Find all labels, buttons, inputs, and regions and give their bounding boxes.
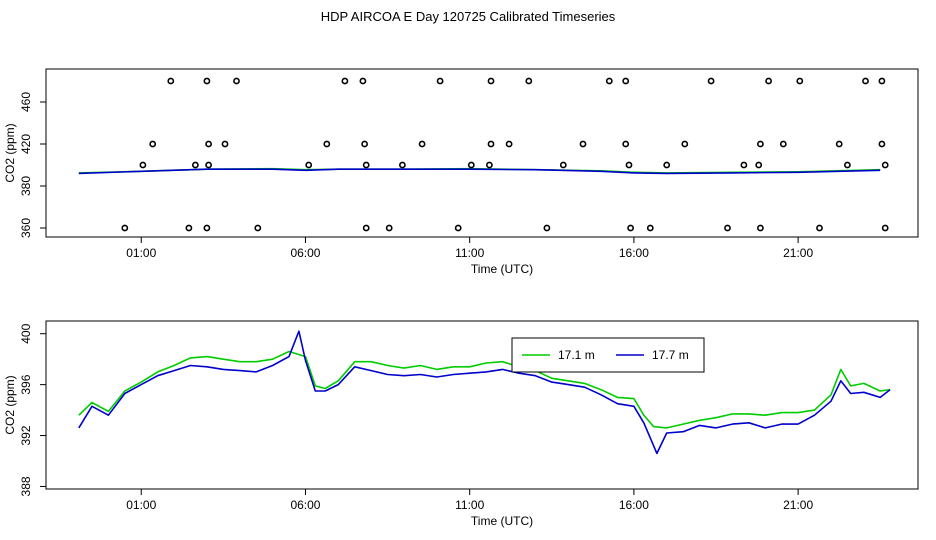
calibration-point	[755, 161, 763, 169]
x-tick-label: 01:00	[126, 246, 156, 260]
calibration-point	[757, 224, 764, 232]
calibration-point	[525, 77, 533, 85]
calibration-point	[707, 77, 715, 85]
calibration-point	[625, 161, 633, 169]
calibration-point	[205, 161, 212, 169]
chart-title: HDP AIRCOA E Day 120725 Calibrated Times…	[320, 9, 616, 24]
series-line-blue	[78, 168, 881, 175]
calibration-point	[323, 140, 331, 148]
calibration-point	[779, 140, 787, 148]
calibration-point	[878, 77, 886, 85]
calibration-point	[881, 224, 889, 232]
calibration-point	[505, 140, 513, 148]
calibration-point	[816, 224, 823, 232]
calibration-point	[605, 77, 613, 85]
y-tick-label: 420	[19, 134, 33, 154]
calibration-point	[233, 77, 240, 85]
calibration-point	[579, 140, 587, 148]
calibration-point	[362, 224, 370, 232]
calibration-point	[622, 77, 630, 85]
calibration-point	[362, 161, 370, 169]
calibration-point	[467, 161, 475, 169]
calibration-point	[543, 224, 551, 232]
x-tick-label: 01:00	[126, 498, 156, 512]
calibration-point	[878, 140, 886, 148]
calibration-point	[221, 140, 229, 148]
calibration-point	[385, 224, 393, 232]
calibration-point	[203, 224, 211, 232]
x-tick-label: 16:00	[619, 246, 649, 260]
calibration-point	[862, 77, 869, 85]
calibration-point	[121, 224, 129, 232]
y-tick-label: 392	[19, 425, 33, 445]
calibration-point	[139, 161, 147, 169]
calibration-point	[203, 77, 211, 85]
calibration-point	[359, 77, 367, 85]
x-tick-label: 21:00	[783, 498, 813, 512]
y-tick-label: 388	[19, 476, 33, 496]
y-axis-label: CO2 (ppm)	[3, 123, 17, 182]
calibration-point	[205, 140, 212, 148]
calibration-point	[681, 140, 689, 148]
calibration-point	[487, 140, 495, 148]
legend-label: 17.1 m	[558, 348, 595, 362]
calibration-point	[418, 140, 426, 148]
calibration-point	[485, 161, 493, 169]
calibration-point	[149, 140, 157, 148]
calibration-point	[724, 224, 731, 232]
x-tick-label: 06:00	[290, 246, 320, 260]
calibration-point	[361, 140, 368, 148]
calibration-point	[191, 161, 199, 169]
legend-label: 17.7 m	[652, 348, 689, 362]
x-axis-label: Time (UTC)	[471, 262, 533, 276]
calibration-point	[254, 224, 262, 232]
calibration-point	[757, 140, 764, 148]
calibration-point	[305, 161, 313, 169]
calibration-point	[844, 161, 851, 169]
bottom-plot-frame	[45, 320, 919, 490]
y-tick-label: 460	[19, 92, 33, 112]
calibration-point	[627, 224, 634, 232]
series-line-blue	[78, 330, 891, 455]
series-line-green	[78, 350, 891, 429]
y-axis-label: CO2 (ppm)	[3, 375, 17, 434]
top-plot-frame	[45, 68, 919, 238]
calibration-point	[185, 224, 193, 232]
calibration-point	[765, 77, 772, 85]
x-axis-label: Time (UTC)	[471, 514, 533, 528]
calibration-point	[740, 161, 748, 169]
x-tick-label: 21:00	[783, 246, 813, 260]
x-tick-label: 06:00	[290, 498, 320, 512]
legend-box	[511, 337, 705, 373]
x-tick-label: 11:00	[455, 246, 484, 260]
calibration-point	[663, 161, 671, 169]
calibration-point	[167, 77, 175, 85]
x-tick-label: 11:00	[455, 498, 484, 512]
calibration-point	[341, 77, 349, 85]
y-tick-label: 396	[19, 374, 33, 394]
y-tick-label: 380	[19, 176, 33, 196]
calibration-point	[559, 161, 567, 169]
calibration-point	[436, 77, 444, 85]
top-plot: 01:00 06:00 11:00 16:00 21:00 Time (UTC) 360 38…	[3, 77, 889, 276]
bottom-plot: 01:00 06:00 11:00 16:00 21:00 Time (UTC) 388 39…	[3, 323, 891, 528]
calibration-point	[622, 140, 630, 148]
calibration-point	[796, 77, 804, 85]
x-tick-label: 16:00	[619, 498, 649, 512]
calibration-point	[454, 224, 462, 232]
calibration-point	[646, 224, 654, 232]
y-tick-label: 360	[19, 218, 33, 238]
calibration-point	[881, 161, 889, 169]
calibration-point	[835, 140, 843, 148]
calibration-point	[398, 161, 406, 169]
y-tick-label: 400	[19, 323, 33, 343]
calibration-point	[487, 77, 495, 85]
